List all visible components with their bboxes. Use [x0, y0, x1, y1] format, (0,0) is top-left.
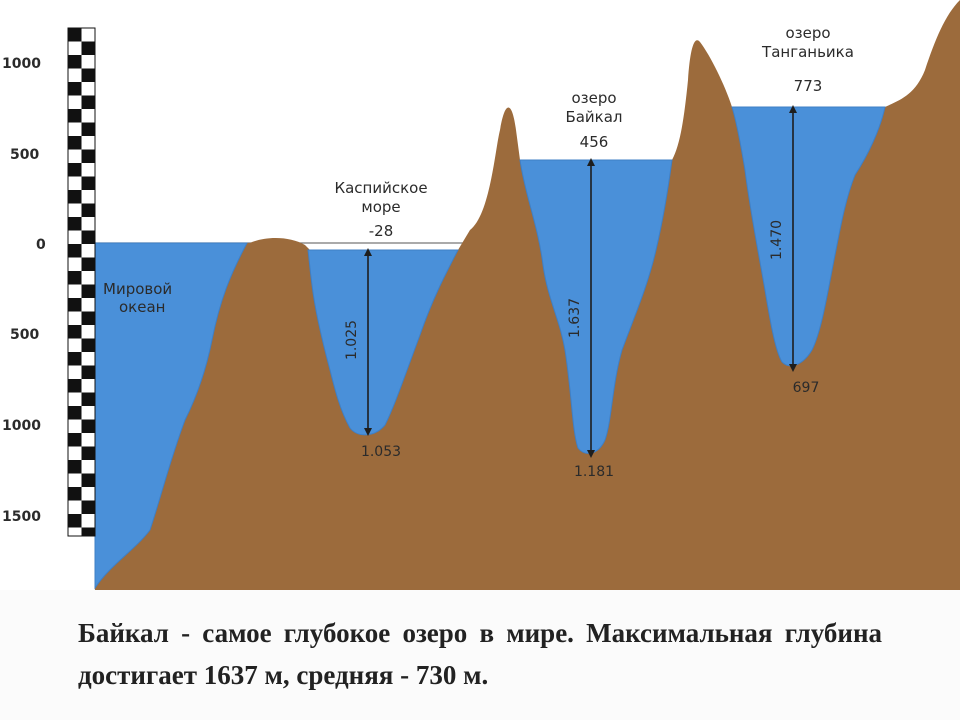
ruler-check: [81, 392, 95, 406]
baikal-bottom-level: 1.181: [574, 464, 614, 480]
ruler-check: [81, 257, 95, 271]
ruler-check: [81, 176, 95, 190]
ruler-check: [81, 122, 95, 136]
tanganyika-name-line2: Танганьика: [761, 43, 854, 61]
caption-panel: [0, 590, 960, 720]
tanganyika-bottom-level: 697: [793, 380, 820, 396]
ruler-check: [81, 419, 95, 433]
elevation-ruler: [67, 27, 96, 537]
tanganyika-name-line1: озеро: [785, 24, 830, 42]
ruler-check: [68, 514, 82, 528]
ruler-check: [81, 95, 95, 109]
ruler-check: [81, 365, 95, 379]
caspian-water: [307, 249, 459, 436]
ruler-check: [68, 28, 82, 42]
baikal-name-line1: озеро: [571, 89, 616, 107]
ruler-label-500-up: 500: [10, 147, 39, 163]
ruler-check: [81, 68, 95, 82]
ocean-name-line1: Мировой: [103, 280, 172, 298]
caspian-name-line2: море: [361, 198, 400, 216]
depth-profile-diagram: 1000 500 0 500 1000 1500 Мировой океан К…: [2, 0, 960, 600]
ruler-check: [68, 136, 82, 150]
ruler-check: [68, 379, 82, 393]
ruler-check: [68, 325, 82, 339]
caspian-depth-value: 1.025: [344, 320, 360, 360]
caspian-name-line1: Каспийское: [334, 179, 427, 197]
tanganyika-depth-value: 1.470: [769, 220, 785, 260]
ruler-label-1000-down: 1000: [2, 418, 41, 434]
ruler-check: [81, 527, 95, 536]
ruler-check: [81, 230, 95, 244]
ruler-check: [68, 406, 82, 420]
baikal-depth-value: 1.637: [567, 298, 583, 338]
ruler-check: [68, 352, 82, 366]
ruler-check: [81, 311, 95, 325]
ruler-check: [81, 338, 95, 352]
ruler-check: [68, 298, 82, 312]
ruler-check: [81, 41, 95, 55]
ruler-check: [81, 473, 95, 487]
ruler-check: [81, 203, 95, 217]
ruler-label-0: 0: [36, 237, 46, 253]
ruler-check: [68, 433, 82, 447]
caspian-surface-level: -28: [369, 222, 394, 240]
ruler-check: [68, 487, 82, 501]
ruler-check: [68, 82, 82, 96]
tanganyika-surface-level: 773: [794, 77, 823, 95]
ruler-check: [81, 284, 95, 298]
baikal-surface-level: 456: [580, 133, 609, 151]
land-profile: [95, 0, 960, 600]
ruler-check: [68, 109, 82, 123]
ruler-check: [81, 446, 95, 460]
ruler-check: [68, 163, 82, 177]
ruler-check: [81, 149, 95, 163]
ruler-label-500-down: 500: [10, 327, 39, 343]
ruler-check: [68, 271, 82, 285]
world-ocean-water: [94, 242, 248, 590]
caspian-bottom-level: 1.053: [361, 444, 401, 460]
ocean-name-line2: океан: [119, 298, 165, 316]
caption-text: Байкал - самое глубокое озеро в мире. Ма…: [78, 618, 882, 690]
ruler-check: [68, 244, 82, 258]
ruler-check: [68, 217, 82, 231]
ruler-check: [68, 190, 82, 204]
ruler-check: [81, 500, 95, 514]
ruler-label-1000-up: 1000: [2, 56, 41, 72]
baikal-name-line2: Байкал: [565, 108, 622, 126]
ruler-check: [68, 55, 82, 69]
ruler-label-1500-down: 1500: [2, 509, 41, 525]
ruler-check: [68, 460, 82, 474]
